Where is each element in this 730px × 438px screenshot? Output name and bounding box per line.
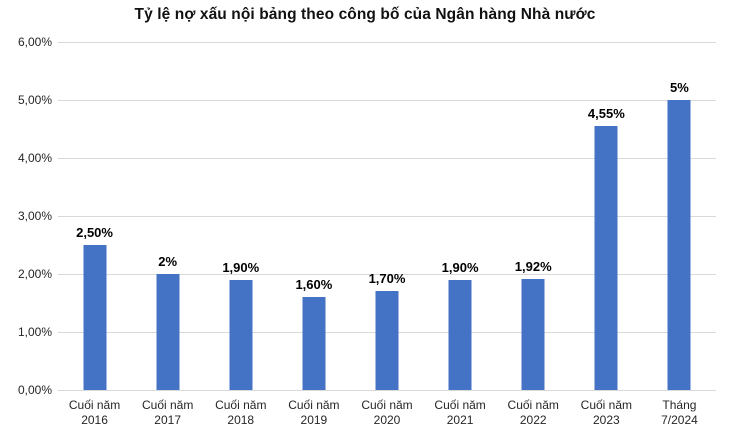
- x-axis-label: Cuối năm 2016: [68, 398, 121, 427]
- y-tick-label: 6,00%: [17, 35, 52, 49]
- bar-value-label: 2%: [158, 254, 178, 269]
- gridline: [58, 42, 716, 43]
- gridline: [58, 390, 716, 391]
- gridline: [58, 216, 716, 217]
- bar-value-label: 1,90%: [441, 259, 479, 275]
- bar: [375, 291, 399, 390]
- bar-value-label: 2,50%: [76, 225, 113, 240]
- y-tick-label: 4,00%: [17, 151, 52, 165]
- x-axis-label: Cuối năm 2022: [507, 398, 559, 427]
- gridline: [58, 274, 716, 275]
- bar: [521, 278, 545, 390]
- bar: [83, 245, 107, 390]
- y-tick-label: 2,00%: [17, 267, 52, 281]
- bar: [594, 126, 618, 390]
- bar-value-label: 1,70%: [368, 271, 406, 287]
- x-axis-label: Cuối năm 2023: [580, 398, 633, 427]
- x-axis-label: Cuối năm 2017: [141, 398, 194, 427]
- bar-value-label: 1,92%: [514, 258, 552, 274]
- bar-value-label: 1,60%: [295, 277, 333, 293]
- x-axis-label: Cuối năm 2021: [434, 398, 486, 427]
- bar: [448, 279, 472, 390]
- bar-value-label: 5%: [670, 80, 689, 95]
- x-axis-label: Cuối năm 2020: [361, 398, 413, 427]
- bar: [302, 297, 326, 390]
- x-axis-label: Cuối năm 2019: [288, 398, 340, 427]
- x-axis-label: Cuối năm 2018: [215, 398, 267, 427]
- y-tick-label: 5,00%: [17, 93, 52, 107]
- bar: [667, 100, 691, 390]
- bar: [156, 274, 180, 390]
- y-tick-label: 1,00%: [17, 325, 52, 339]
- bar-value-label: 1,90%: [222, 259, 260, 275]
- y-tick-label: 3,00%: [17, 209, 52, 223]
- plot-area: 2,50% 2% 1,90% 1,60% 1,70% 1,90% 1,92% 4,55% 5%: [58, 42, 716, 391]
- y-tick-label: 0,00%: [17, 383, 52, 397]
- x-axis-label: Tháng 7/2024: [661, 398, 698, 427]
- bar-value-label: 4,55%: [587, 106, 625, 122]
- gridline: [58, 158, 716, 159]
- gridline: [58, 100, 716, 101]
- bar: [229, 279, 253, 390]
- chart-title: Tỷ lệ nợ xấu nội bảng theo công bố của N…: [134, 6, 596, 23]
